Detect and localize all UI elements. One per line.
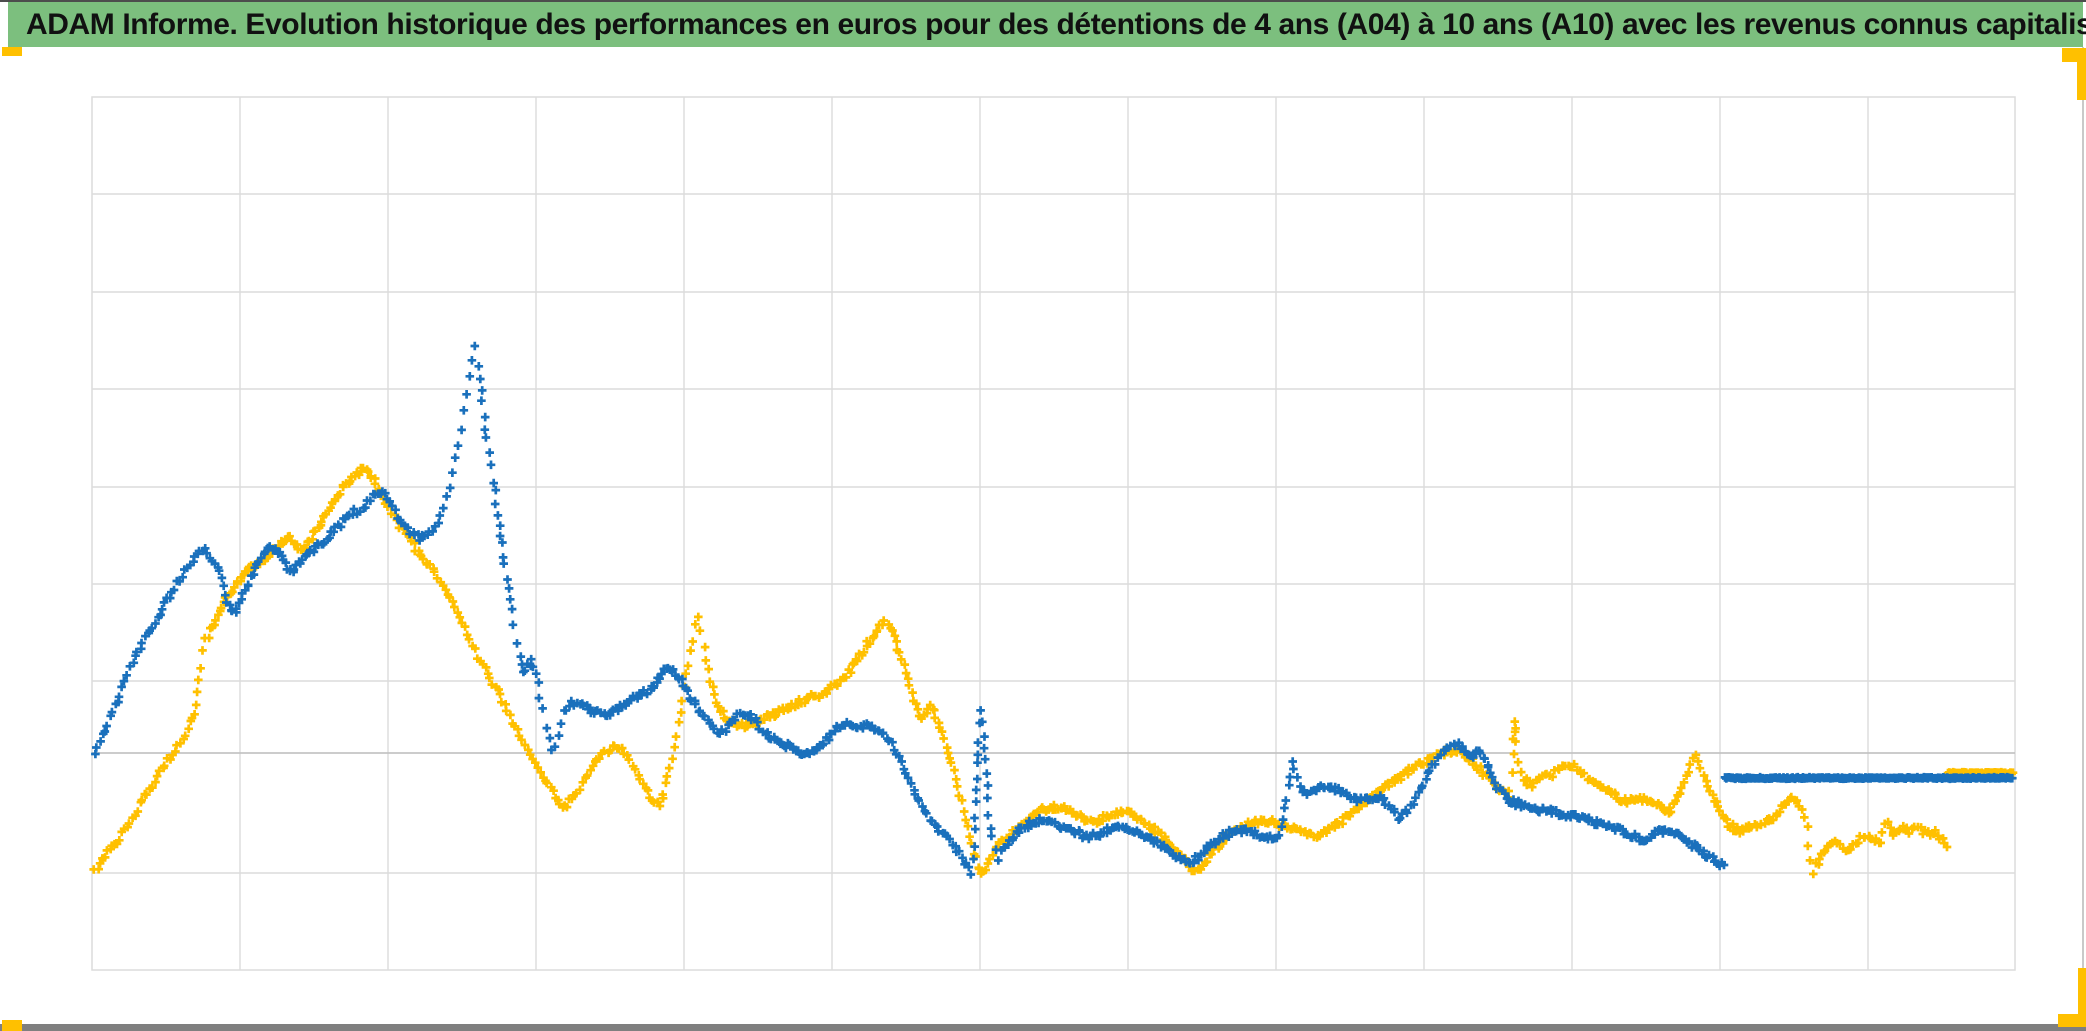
page-break-mark-bottom-right-v	[2078, 968, 2086, 1018]
window-top-border	[0, 0, 2086, 2]
chart-area[interactable]	[0, 47, 2086, 1024]
page-break-mark-bottom-left	[2, 1020, 22, 1031]
bottom-scroll-strip	[0, 1024, 2086, 1031]
page-break-mark-top-left	[2, 47, 22, 56]
series-blue-points	[91, 341, 2017, 879]
chart-title: ADAM Informe. Evolution historique des p…	[26, 7, 2086, 41]
plot-border	[91, 96, 2016, 971]
performance-scatter-chart[interactable]	[0, 47, 2086, 1024]
page-break-mark-top-right-v	[2077, 48, 2086, 100]
series-yellow-points	[89, 463, 2018, 879]
chart-title-bar[interactable]: ADAM Informe. Evolution historique des p…	[8, 2, 2086, 47]
page-boundary-line	[2082, 47, 2084, 1024]
vertical-gridlines	[239, 97, 1869, 970]
horizontal-gridlines	[92, 193, 2015, 874]
page-break-mark-bottom-right-h	[2058, 1014, 2086, 1027]
